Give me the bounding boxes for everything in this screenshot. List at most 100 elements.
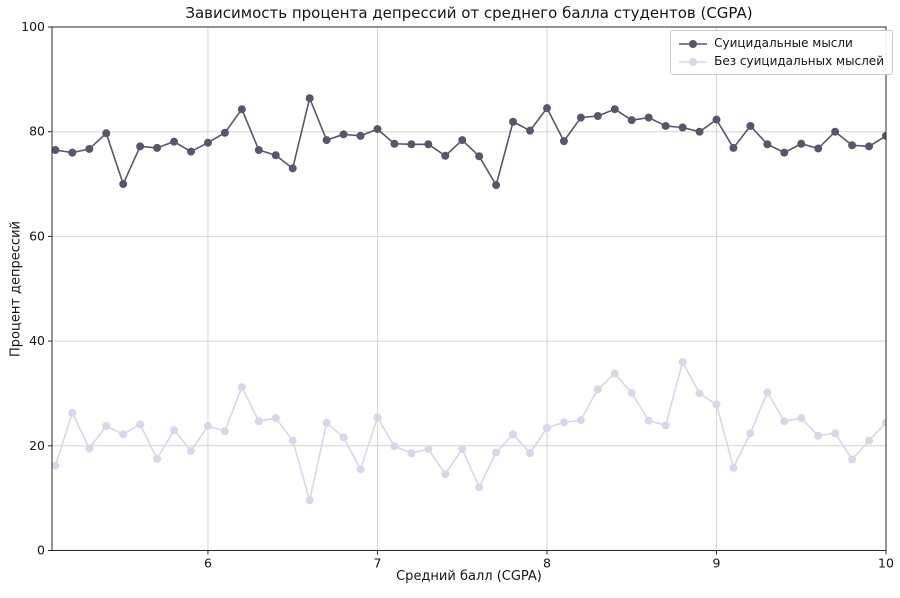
data-point-marker (356, 465, 365, 474)
data-point-marker (746, 121, 755, 130)
data-point-marker (322, 418, 331, 427)
data-point-marker (797, 414, 806, 423)
data-point-marker (746, 429, 755, 438)
data-point-marker (271, 414, 280, 423)
data-point-marker (288, 164, 297, 173)
data-point-marker (52, 146, 60, 155)
series-line (55, 97, 886, 186)
data-point-marker (712, 400, 721, 409)
data-point-marker (187, 447, 195, 456)
data-point-marker (288, 436, 297, 445)
data-point-marker (119, 430, 128, 439)
series-0 (52, 94, 886, 190)
data-point-marker (848, 141, 857, 150)
series-1 (52, 358, 886, 505)
data-point-marker (305, 94, 314, 103)
data-point-marker (170, 426, 179, 435)
data-point-marker (305, 496, 314, 505)
data-point-marker (424, 444, 433, 453)
y-axis-label: Процент депрессий (8, 221, 24, 357)
data-point-marker (220, 427, 229, 436)
data-point-marker (797, 139, 806, 148)
data-point-marker (390, 442, 399, 451)
data-point-marker (661, 121, 670, 130)
data-point-marker (203, 138, 212, 147)
x-tick-label: 10 (878, 556, 894, 571)
data-point-marker (542, 104, 551, 113)
data-point-marker (339, 433, 348, 442)
data-point-marker (712, 115, 721, 124)
data-point-marker (729, 143, 738, 152)
data-point-marker (390, 139, 399, 148)
x-axis-label: Средний балл (CGPA) (396, 569, 542, 584)
data-point-marker (526, 449, 535, 458)
data-point-marker (695, 127, 704, 136)
data-point-marker (593, 111, 602, 120)
data-point-marker (492, 181, 501, 190)
data-point-marker (68, 408, 77, 417)
data-point-marker (52, 461, 60, 470)
data-point-marker (373, 413, 382, 422)
data-point-marker (678, 358, 687, 367)
data-point-marker (458, 444, 467, 453)
x-tick-label: 6 (204, 556, 212, 571)
legend-item: Суицидальные мысли (678, 35, 884, 52)
data-point-marker (644, 113, 653, 122)
data-point-marker (526, 126, 535, 135)
data-point-marker (865, 436, 874, 445)
data-point-marker (153, 454, 162, 463)
data-point-marker (68, 148, 77, 157)
data-point-marker (542, 424, 551, 433)
data-point-marker (576, 416, 585, 425)
data-point-marker (136, 142, 145, 151)
data-point-marker (339, 130, 348, 139)
data-point-marker (644, 416, 653, 425)
data-point-marker (627, 388, 636, 397)
data-point-marker (763, 140, 772, 149)
y-tick-label: 0 (37, 543, 45, 558)
data-point-marker (559, 137, 568, 146)
data-point-marker (492, 448, 501, 457)
data-point-marker (848, 455, 857, 464)
data-point-marker (814, 144, 823, 153)
y-tick-label: 80 (29, 124, 45, 139)
data-point-marker (865, 142, 874, 151)
data-point-marker (509, 117, 518, 126)
data-point-marker (610, 369, 619, 378)
data-point-marker (153, 143, 162, 152)
data-point-marker (102, 421, 111, 430)
data-point-marker (780, 148, 789, 157)
data-point-marker (237, 383, 246, 392)
data-point-marker (814, 431, 823, 440)
data-point-marker (407, 140, 416, 149)
data-point-marker (882, 418, 886, 427)
data-point-marker (203, 421, 212, 430)
legend-item: Без суицидальных мыслей (678, 53, 884, 70)
data-point-marker (780, 417, 789, 426)
data-point-marker (475, 152, 484, 161)
data-point-marker (254, 146, 263, 155)
data-point-marker (458, 136, 467, 145)
data-point-marker (254, 417, 263, 426)
y-tick-label: 40 (29, 333, 45, 348)
x-tick-label: 9 (713, 556, 721, 571)
x-tick-label: 7 (373, 556, 381, 571)
data-point-marker (661, 421, 670, 430)
data-point-marker (763, 388, 772, 397)
x-tick-label: 8 (543, 556, 551, 571)
data-point-marker (441, 151, 450, 160)
data-point-marker (882, 131, 886, 140)
data-point-marker (509, 430, 518, 439)
data-point-marker (322, 136, 331, 145)
series-line (54, 361, 886, 502)
data-point-marker (187, 147, 195, 156)
data-point-marker (119, 180, 128, 189)
data-point-marker (102, 129, 111, 138)
legend: Суицидальные мысли Без суицидальных мысле… (670, 30, 893, 75)
chart-title: Зависимость процента депрессий от средне… (185, 4, 753, 22)
data-point-marker (610, 105, 619, 114)
data-point-marker (831, 429, 840, 438)
data-point-marker (373, 125, 382, 134)
